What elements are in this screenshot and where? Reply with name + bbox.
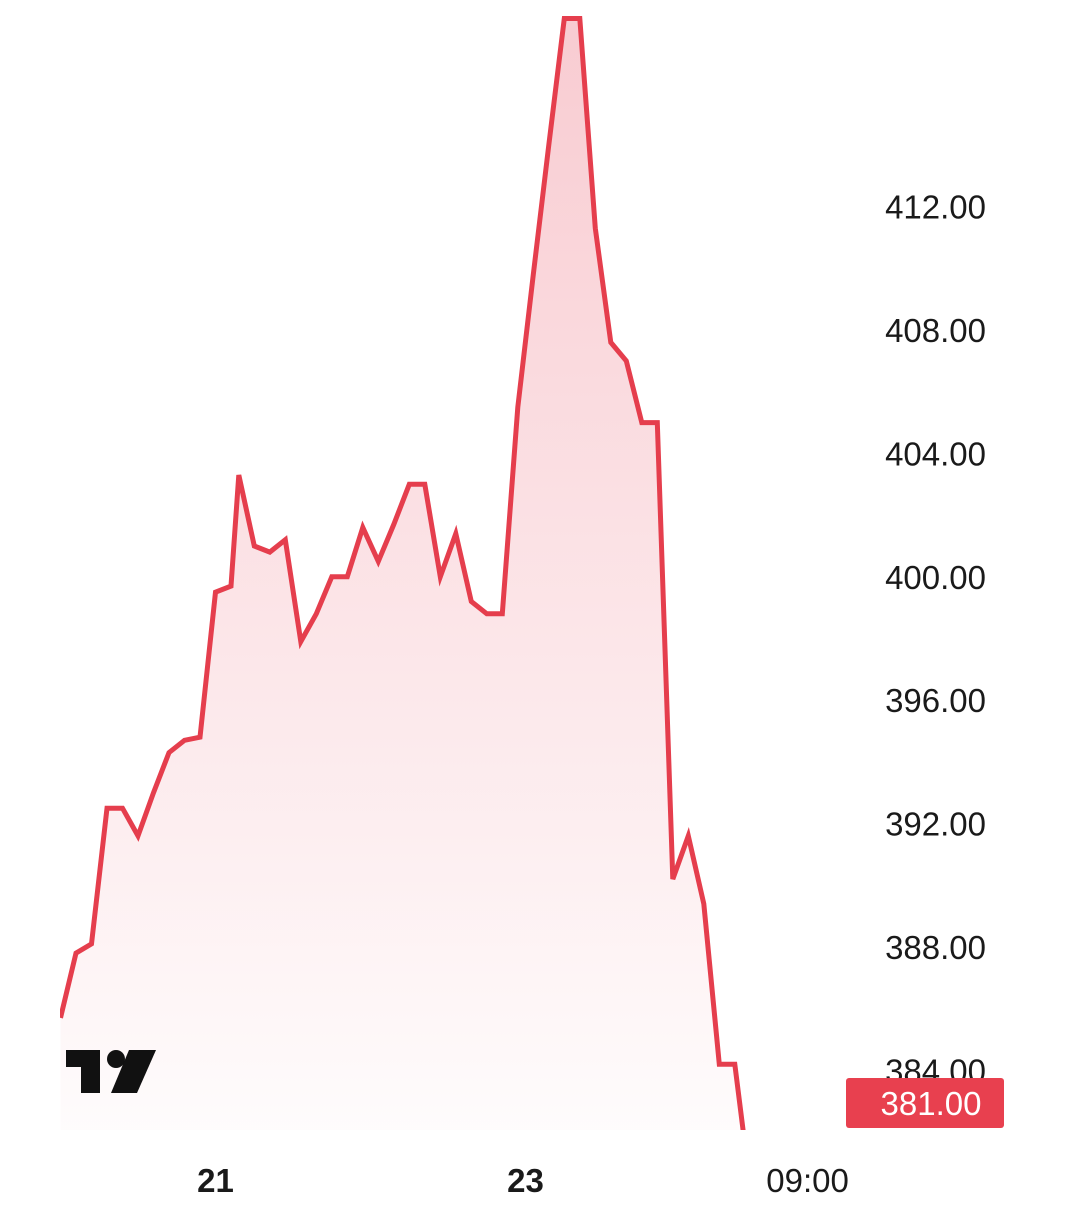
y-tick-label: 392.00 bbox=[885, 806, 986, 843]
price-area-fill bbox=[60, 18, 813, 1130]
y-axis: 412.00 408.00 404.00 400.00 396.00 392.00 388.… bbox=[885, 189, 986, 1090]
y-tick-label: 408.00 bbox=[885, 312, 986, 349]
y-tick-label: 400.00 bbox=[885, 559, 986, 596]
last-price-label: 381.00 bbox=[881, 1085, 982, 1122]
y-tick-label: 396.00 bbox=[885, 682, 986, 719]
x-tick-label: 21 bbox=[197, 1162, 234, 1199]
plot-area bbox=[60, 16, 813, 1130]
y-tick-label: 412.00 bbox=[885, 189, 986, 226]
price-line bbox=[60, 16, 746, 1130]
y-tick-label: 388.00 bbox=[885, 929, 986, 966]
x-tick-label: 09:00 bbox=[766, 1162, 849, 1199]
x-axis: 21 23 09:00 bbox=[197, 1162, 849, 1199]
y-tick-label: 404.00 bbox=[885, 435, 986, 472]
last-price-badge: 381.00 bbox=[846, 1078, 1004, 1128]
x-tick-label: 23 bbox=[507, 1162, 544, 1199]
tradingview-logo bbox=[66, 1050, 156, 1093]
